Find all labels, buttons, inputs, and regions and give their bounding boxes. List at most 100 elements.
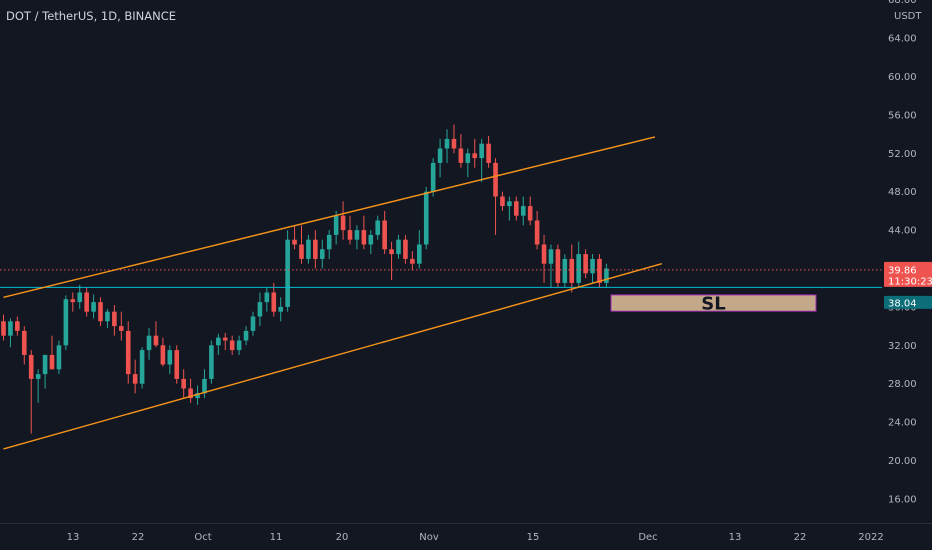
candle-body xyxy=(84,292,89,312)
candle-body xyxy=(146,335,152,351)
candle-body xyxy=(396,239,401,255)
candle-body xyxy=(326,234,332,250)
candle-body xyxy=(437,148,443,163)
candle-body xyxy=(534,220,540,245)
candle-body xyxy=(56,345,62,370)
candle xyxy=(382,210,387,255)
candle xyxy=(486,136,491,168)
candle-body xyxy=(15,321,20,331)
candle xyxy=(195,385,200,405)
candle xyxy=(541,234,547,283)
sl-zone-box[interactable] xyxy=(610,294,817,312)
candle-body xyxy=(202,378,207,394)
candle xyxy=(493,158,498,235)
candle xyxy=(306,234,311,264)
countdown-value: 11:30:23 xyxy=(888,276,932,287)
candle-body xyxy=(28,354,34,379)
candle xyxy=(368,230,374,255)
candle-body xyxy=(472,153,478,159)
candle-body xyxy=(70,299,76,303)
x-tick-label: Oct xyxy=(194,532,211,543)
candle xyxy=(527,196,533,226)
candle xyxy=(28,350,34,434)
candle xyxy=(389,241,394,281)
candle-body xyxy=(368,234,374,245)
candle xyxy=(125,321,131,384)
candle-body xyxy=(306,239,311,259)
candle xyxy=(35,369,41,403)
x-tick-label: Dec xyxy=(638,532,657,543)
candle xyxy=(8,318,13,348)
candle-body xyxy=(278,306,283,312)
candle xyxy=(278,297,283,322)
candle xyxy=(430,158,436,197)
candle xyxy=(597,254,602,288)
sl-zone[interactable]: SL xyxy=(610,294,817,315)
candle xyxy=(91,294,96,319)
candle xyxy=(15,316,20,336)
candle xyxy=(347,215,353,245)
last-price-tag xyxy=(884,261,932,287)
channel-upper[interactable] xyxy=(3,136,656,298)
candle-body xyxy=(604,268,609,283)
candle xyxy=(555,244,561,288)
y-tick-label: 56.00 xyxy=(888,110,917,121)
candle-body xyxy=(347,230,353,240)
candle xyxy=(146,328,152,360)
candle-body xyxy=(181,378,186,389)
candle xyxy=(222,332,228,351)
candle-body xyxy=(410,258,415,264)
candle-body xyxy=(514,201,519,216)
current-price-tag xyxy=(884,295,932,309)
candle-body xyxy=(403,239,408,259)
candle-body xyxy=(527,206,533,221)
x-tick-label: Nov xyxy=(419,532,439,543)
candles xyxy=(1,124,609,434)
candle-body xyxy=(430,162,436,192)
candle-body xyxy=(139,350,145,384)
candle xyxy=(132,359,138,394)
candle xyxy=(604,263,609,288)
channel-lower[interactable] xyxy=(3,263,663,450)
candle-body xyxy=(292,239,297,245)
candle-body xyxy=(21,330,27,355)
candle xyxy=(437,138,443,178)
candle xyxy=(56,340,62,375)
candle-body xyxy=(243,330,249,341)
candle-body xyxy=(583,254,588,274)
candle-body xyxy=(361,230,367,245)
candle-body xyxy=(112,311,117,327)
candle-body xyxy=(319,249,325,259)
candle-body xyxy=(132,374,138,384)
candle xyxy=(534,210,540,250)
candle xyxy=(500,191,505,211)
candle-body xyxy=(264,292,270,303)
candle xyxy=(63,295,69,351)
x-tick-label: 13 xyxy=(729,532,742,543)
candle xyxy=(264,287,270,312)
currency-label: USDT xyxy=(894,11,922,22)
candle xyxy=(271,282,277,317)
candle xyxy=(285,230,290,312)
candle xyxy=(112,304,117,336)
candle-body xyxy=(444,138,450,149)
y-tick-label: 68.00 xyxy=(888,0,917,6)
candle-body xyxy=(42,354,48,375)
candle-body xyxy=(160,345,166,365)
candle xyxy=(361,215,367,250)
candle-body xyxy=(417,244,422,264)
candle-body xyxy=(188,388,193,399)
candle xyxy=(21,326,27,365)
candle xyxy=(84,287,89,317)
candle xyxy=(160,337,166,367)
y-tick-label: 24.00 xyxy=(888,418,917,429)
candle xyxy=(42,354,48,389)
candle-body xyxy=(271,292,277,312)
candle-body xyxy=(520,206,526,216)
x-tick-label: 11 xyxy=(270,532,283,543)
x-axis[interactable]: 13 22 Oct 11 20 Nov 15 Dec 13 22 2022 xyxy=(67,532,884,543)
candle-body xyxy=(299,244,304,259)
y-tick-label: 60.00 xyxy=(888,72,917,83)
